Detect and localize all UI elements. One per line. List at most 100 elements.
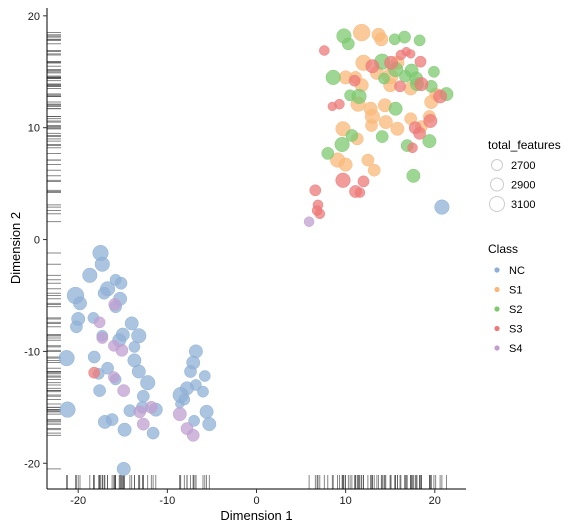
point-s2-4 xyxy=(413,34,426,47)
point-s1-23 xyxy=(361,153,375,167)
point-s3-23 xyxy=(407,142,418,154)
x-tick-label-2: 0 xyxy=(253,495,259,507)
color-legend-label-s2: S2 xyxy=(509,304,522,316)
point-s3-5 xyxy=(384,55,399,70)
size-legend-label-2700: 2700 xyxy=(511,160,535,172)
plot-points xyxy=(58,23,454,476)
y-tick-label-4: 20 xyxy=(28,11,40,23)
point-s1-29 xyxy=(363,101,378,116)
point-s1-0 xyxy=(353,23,371,42)
y-axis-title: Dimension 2 xyxy=(8,212,23,284)
point-nc-52 xyxy=(434,199,450,215)
point-s3-16 xyxy=(309,184,322,197)
point-s2-8 xyxy=(428,65,440,78)
y-rug-plot xyxy=(47,32,61,470)
point-s3-24 xyxy=(88,366,101,379)
point-s4-7 xyxy=(144,400,158,414)
point-s3-7 xyxy=(414,77,429,92)
point-nc-35 xyxy=(199,404,214,419)
point-nc-51 xyxy=(116,461,131,476)
color-legend: Class NC S1 S2 S3 S4 xyxy=(488,242,525,355)
point-s1-14 xyxy=(365,119,378,132)
point-nc-31 xyxy=(136,389,150,403)
point-s2-17 xyxy=(334,136,350,153)
point-nc-39 xyxy=(188,414,200,427)
point-s3-25 xyxy=(406,49,416,59)
point-s3-10 xyxy=(334,98,345,110)
point-nc-2 xyxy=(82,267,98,283)
color-legend-label-nc: NC xyxy=(509,265,525,277)
color-legend-title: Class xyxy=(488,242,518,256)
point-s1-28 xyxy=(338,157,353,172)
point-s3-22 xyxy=(394,80,406,93)
point-nc-48 xyxy=(190,379,202,391)
point-nc-23 xyxy=(101,361,114,375)
point-s4-2 xyxy=(96,332,109,344)
color-legend-key-s1 xyxy=(494,286,500,293)
point-s3-17 xyxy=(354,187,366,198)
point-s4-4 xyxy=(115,343,129,357)
size-legend-label-2900: 2900 xyxy=(511,180,535,192)
point-s3-2 xyxy=(395,49,407,61)
point-nc-38 xyxy=(97,414,112,429)
x-rug-plot xyxy=(66,475,447,489)
x-tick-label-1: -10 xyxy=(159,495,175,507)
point-s4-6 xyxy=(133,405,147,419)
point-s4-5 xyxy=(117,384,131,397)
point-s3-20 xyxy=(314,208,326,220)
point-s2-9 xyxy=(325,69,341,85)
point-s3-8 xyxy=(433,89,448,104)
size-legend: total_features 2700 2900 3100 xyxy=(488,138,561,212)
point-s2-16 xyxy=(345,129,359,142)
point-s2-2 xyxy=(398,30,411,44)
color-legend-key-nc xyxy=(494,267,500,273)
point-s4-13 xyxy=(303,216,315,227)
point-nc-36 xyxy=(202,417,217,432)
point-s3-3 xyxy=(414,55,427,68)
size-legend-key-2700 xyxy=(491,159,503,171)
y-tick-label-0: -20 xyxy=(24,458,40,470)
point-s1-16 xyxy=(390,121,405,136)
point-nc-21 xyxy=(58,350,75,367)
point-nc-41 xyxy=(146,426,160,440)
point-nc-20 xyxy=(87,350,101,364)
y-tick-label-2: 0 xyxy=(34,235,40,247)
size-legend-label-3100: 3100 xyxy=(511,199,535,211)
point-nc-19 xyxy=(128,341,141,353)
point-s3-14 xyxy=(335,172,351,188)
point-s1-15 xyxy=(378,115,393,130)
point-s2-20 xyxy=(422,134,437,149)
point-s2-23 xyxy=(344,89,356,102)
point-s1-24 xyxy=(367,163,381,177)
point-s4-0 xyxy=(108,298,122,311)
color-legend-label-s3: S3 xyxy=(509,324,522,336)
x-axis-title: Dimension 1 xyxy=(220,508,292,523)
point-nc-13 xyxy=(124,316,139,331)
point-nc-14 xyxy=(70,320,83,334)
point-nc-40 xyxy=(117,422,132,437)
point-s3-11 xyxy=(423,114,438,128)
point-nc-4 xyxy=(114,276,128,290)
point-s2-3 xyxy=(341,37,355,51)
point-nc-6 xyxy=(97,286,111,300)
y-tick-label-3: 10 xyxy=(28,123,40,135)
color-legend-key-s4 xyxy=(494,345,500,351)
point-nc-26 xyxy=(140,375,156,391)
point-s2-15 xyxy=(388,101,403,116)
y-tick-label-1: -10 xyxy=(24,346,40,358)
point-nc-28 xyxy=(93,384,106,397)
point-s2-22 xyxy=(406,168,421,183)
x-tick-label-3: 10 xyxy=(340,495,352,507)
size-legend-key-3100 xyxy=(489,196,505,212)
point-s4-12 xyxy=(108,371,120,383)
point-nc-1 xyxy=(94,256,110,272)
x-axis-ticks: -20 -10 0 10 20 xyxy=(70,489,441,507)
point-s1-2 xyxy=(374,32,389,47)
point-nc-45 xyxy=(198,370,211,382)
color-legend-key-s3 xyxy=(494,325,500,332)
point-s2-21 xyxy=(321,147,335,160)
color-legend-label-s4: S4 xyxy=(509,343,522,355)
x-tick-label-4: 20 xyxy=(429,495,441,507)
point-s3-13 xyxy=(413,126,426,140)
